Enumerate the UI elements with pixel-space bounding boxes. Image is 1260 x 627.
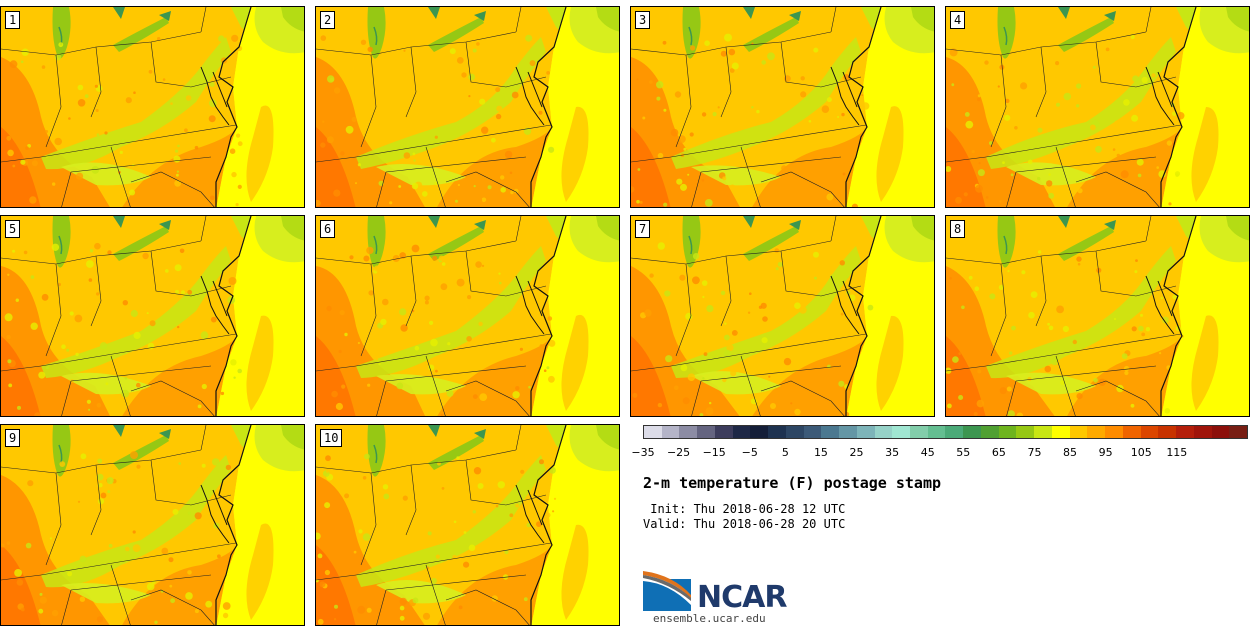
colorbar-tick-label: −5 xyxy=(741,446,758,459)
colorbar-swatch xyxy=(803,426,822,438)
colorbar-swatch xyxy=(927,426,946,438)
temperature-field xyxy=(316,7,619,207)
member-label: 7 xyxy=(635,220,651,238)
colorbar-swatch xyxy=(661,426,680,438)
plot-title: 2-m temperature (F) postage stamp xyxy=(643,474,942,492)
colorbar-tick-label: −35 xyxy=(631,446,655,459)
colorbar-tick-label: 35 xyxy=(885,446,900,459)
colorbar-swatch xyxy=(856,426,875,438)
colorbar-tick-label: 25 xyxy=(849,446,864,459)
colorbar-tick-label: 115 xyxy=(1166,446,1188,459)
member-map-2: 2 xyxy=(315,6,620,208)
colorbar-tick-label: −25 xyxy=(666,446,691,459)
member-label: 2 xyxy=(320,11,336,29)
member-label: 10 xyxy=(320,429,343,447)
colorbar-swatch xyxy=(1193,426,1212,438)
temperature-field xyxy=(1,7,304,207)
colorbar-swatch xyxy=(821,426,840,438)
member-map-7: 7 xyxy=(630,215,935,417)
colorbar-tick-label: 85 xyxy=(1063,446,1078,459)
colorbar-tick-label: 5 xyxy=(781,446,789,459)
colorbar-swatch xyxy=(1158,426,1177,438)
colorbar-tick-label: 105 xyxy=(1130,446,1152,459)
ncar-logo-icon xyxy=(643,571,691,611)
member-map-1: 1 xyxy=(0,6,305,208)
colorbar-tick-label: 75 xyxy=(1027,446,1042,459)
colorbar-tick-label: 65 xyxy=(991,446,1006,459)
colorbar-swatch xyxy=(697,426,715,438)
colorbar-swatch xyxy=(1105,426,1123,438)
colorbar-swatch xyxy=(892,426,911,438)
colorbar-swatch xyxy=(998,426,1017,438)
colorbar-swatch xyxy=(644,426,662,438)
valid-time: Valid: Thu 2018-06-28 20 UTC xyxy=(643,517,846,531)
colorbar-swatch xyxy=(1087,426,1106,438)
colorbar-swatch xyxy=(732,426,751,438)
colorbar-swatch xyxy=(1051,426,1070,438)
colorbar-tick-label: 45 xyxy=(920,446,935,459)
member-label: 4 xyxy=(950,11,966,29)
temperature-field xyxy=(316,425,619,625)
colorbar-swatch xyxy=(785,426,804,438)
temperature-field xyxy=(631,7,934,207)
colorbar-tick-label: 95 xyxy=(1098,446,1113,459)
colorbar-swatch xyxy=(1122,426,1141,438)
member-map-5: 5 xyxy=(0,215,305,417)
member-label: 8 xyxy=(950,220,966,238)
temperature-field xyxy=(946,216,1249,416)
colorbar-swatch xyxy=(874,426,893,438)
member-label: 1 xyxy=(5,11,21,29)
colorbar-swatch xyxy=(1176,426,1194,438)
colorbar-swatch xyxy=(1211,426,1230,438)
ncar-wordmark: NCAR xyxy=(697,580,787,615)
colorbar-swatch xyxy=(945,426,964,438)
colorbar-swatch xyxy=(1034,426,1052,438)
colorbar-swatch xyxy=(963,426,981,438)
colorbar xyxy=(643,425,1248,439)
member-label: 6 xyxy=(320,220,336,238)
member-map-3: 3 xyxy=(630,6,935,208)
colorbar-swatch xyxy=(1016,426,1035,438)
colorbar-swatch xyxy=(980,426,999,438)
colorbar-swatch xyxy=(768,426,786,438)
member-map-8: 8 xyxy=(945,215,1250,417)
member-map-6: 6 xyxy=(315,215,620,417)
init-time: Init: Thu 2018-06-28 12 UTC xyxy=(643,502,846,516)
colorbar-tick-label: −15 xyxy=(702,446,726,459)
temperature-field xyxy=(631,216,934,416)
member-map-10: 10 xyxy=(315,424,620,626)
member-label: 9 xyxy=(5,429,21,447)
colorbar-swatch xyxy=(1229,426,1247,438)
ensemble-url: ensemble.ucar.edu xyxy=(653,612,766,625)
colorbar-tick-label: 15 xyxy=(813,446,828,459)
colorbar-swatch xyxy=(1140,426,1159,438)
colorbar-tick-label: 55 xyxy=(956,446,971,459)
colorbar-swatch xyxy=(714,426,733,438)
member-map-9: 9 xyxy=(0,424,305,626)
colorbar-swatch xyxy=(1069,426,1088,438)
member-map-4: 4 xyxy=(945,6,1250,208)
colorbar-ticks: −35 −25 −15 −5 5 15 25 35 45 55 65 75 85 95 105 115 xyxy=(631,446,1248,460)
colorbar-swatch xyxy=(750,426,769,438)
temperature-field xyxy=(946,7,1249,207)
member-label: 3 xyxy=(635,11,651,29)
colorbar-swatch xyxy=(839,426,857,438)
member-label: 5 xyxy=(5,220,21,238)
colorbar-swatch xyxy=(679,426,698,438)
temperature-field xyxy=(1,216,304,416)
temperature-field xyxy=(316,216,619,416)
colorbar-swatch xyxy=(910,426,928,438)
temperature-field xyxy=(1,425,304,625)
